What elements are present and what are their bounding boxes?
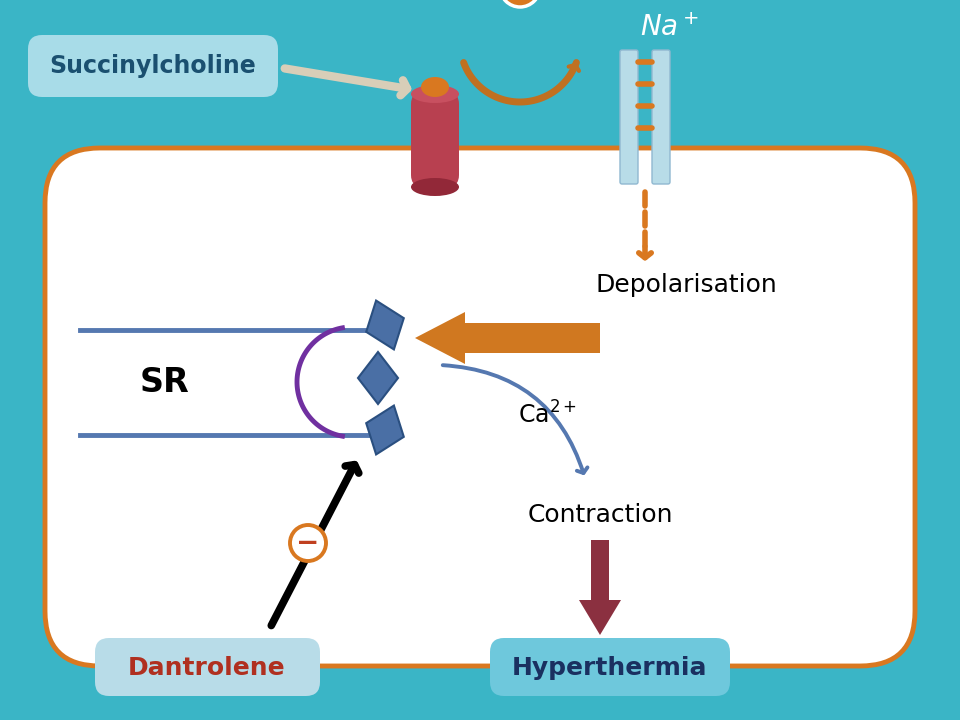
Ellipse shape xyxy=(411,85,459,103)
FancyBboxPatch shape xyxy=(652,50,670,184)
Text: Hyperthermia: Hyperthermia xyxy=(513,656,708,680)
Polygon shape xyxy=(366,405,404,454)
Text: SR: SR xyxy=(140,366,190,400)
Circle shape xyxy=(290,525,326,561)
Circle shape xyxy=(500,0,540,7)
Polygon shape xyxy=(358,352,398,404)
FancyBboxPatch shape xyxy=(490,638,730,696)
Text: −: − xyxy=(297,529,320,557)
Polygon shape xyxy=(366,300,404,349)
FancyBboxPatch shape xyxy=(45,148,915,666)
FancyArrow shape xyxy=(415,312,600,364)
Text: +: + xyxy=(508,0,532,1)
FancyArrow shape xyxy=(579,540,621,635)
Text: Depolarisation: Depolarisation xyxy=(595,273,777,297)
FancyBboxPatch shape xyxy=(95,638,320,696)
Text: Ca$^{2+}$: Ca$^{2+}$ xyxy=(518,401,577,428)
FancyBboxPatch shape xyxy=(411,92,459,187)
Text: $\it{Na}^+$: $\it{Na}^+$ xyxy=(640,14,700,42)
Ellipse shape xyxy=(411,178,459,196)
FancyBboxPatch shape xyxy=(28,35,278,97)
Text: Contraction: Contraction xyxy=(527,503,673,527)
Text: Succinylcholine: Succinylcholine xyxy=(50,54,256,78)
Text: Dantrolene: Dantrolene xyxy=(129,656,286,680)
Ellipse shape xyxy=(421,77,449,97)
FancyBboxPatch shape xyxy=(620,50,638,184)
